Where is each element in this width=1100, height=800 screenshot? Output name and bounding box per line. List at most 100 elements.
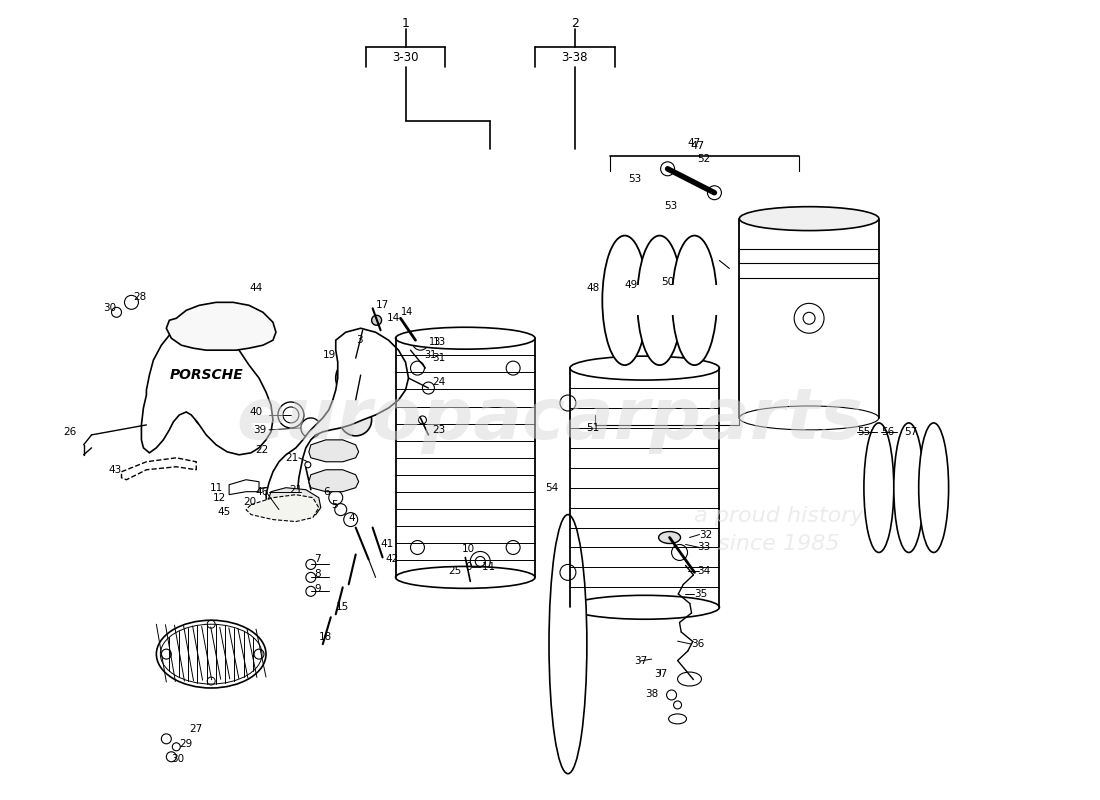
Text: 15: 15 [336,602,349,612]
Text: 3: 3 [355,335,362,346]
Text: 40: 40 [250,407,263,417]
Circle shape [343,513,358,526]
Ellipse shape [549,514,587,774]
Ellipse shape [603,235,647,365]
Text: 51: 51 [586,423,600,433]
Circle shape [306,572,316,582]
Ellipse shape [864,423,894,553]
Bar [660,286,688,315]
Circle shape [306,586,316,596]
Text: 18: 18 [319,632,332,642]
Text: 50: 50 [661,278,674,287]
Text: 25: 25 [449,566,462,577]
Text: 11: 11 [210,482,223,493]
Text: 53: 53 [664,201,678,210]
Polygon shape [309,440,359,462]
Text: 10: 10 [462,545,475,554]
Ellipse shape [678,672,702,686]
Circle shape [372,315,382,326]
Circle shape [471,551,491,571]
Text: 5: 5 [331,500,338,510]
Polygon shape [266,328,408,518]
Text: 21: 21 [289,485,302,494]
Circle shape [661,162,674,176]
Text: 28: 28 [133,292,146,302]
Text: 0—11: 0—11 [465,562,495,573]
Text: 44: 44 [250,283,263,294]
Text: a proud history
since 1985: a proud history since 1985 [694,506,864,554]
Text: 48: 48 [586,283,600,294]
Text: 57: 57 [904,427,917,437]
Circle shape [283,407,299,423]
Text: 54: 54 [544,482,559,493]
Text: europacarparts: europacarparts [236,386,864,454]
Text: 55: 55 [857,427,870,437]
Text: 39: 39 [253,425,266,435]
Ellipse shape [570,595,719,619]
Text: 43: 43 [108,465,121,474]
Text: 52: 52 [697,154,711,164]
Text: 14: 14 [402,307,414,318]
Circle shape [803,312,815,324]
Text: 4: 4 [349,513,355,522]
Text: 47: 47 [691,141,705,151]
Text: 1: 1 [402,17,409,30]
Circle shape [329,490,343,505]
Text: 47: 47 [688,138,701,148]
Text: 2: 2 [571,17,579,30]
Circle shape [475,557,485,566]
Circle shape [195,403,218,427]
Text: 23: 23 [432,425,446,435]
Ellipse shape [396,566,535,588]
Text: 36: 36 [692,639,705,649]
Text: 14: 14 [387,314,400,323]
Circle shape [340,404,372,436]
Text: 37: 37 [654,669,668,679]
Text: 24: 24 [432,377,446,387]
Text: 17: 17 [375,300,389,310]
Text: 26: 26 [64,427,77,437]
Text: 27: 27 [189,724,202,734]
Text: 19: 19 [322,350,335,360]
Text: 38: 38 [645,689,658,699]
Circle shape [336,358,375,398]
Text: 29: 29 [179,739,192,749]
Circle shape [278,402,304,428]
Bar [694,286,723,315]
Circle shape [334,504,346,515]
Text: 42: 42 [386,554,399,565]
Ellipse shape [918,423,948,553]
Ellipse shape [894,423,924,553]
Bar [625,286,652,315]
Text: 37: 37 [635,656,648,666]
Text: 46: 46 [255,486,270,497]
Text: 33: 33 [697,542,711,553]
Polygon shape [229,480,258,494]
Polygon shape [266,488,321,518]
Polygon shape [121,458,196,480]
Ellipse shape [672,235,717,365]
Text: 22: 22 [255,445,270,455]
Text: 49: 49 [625,280,638,290]
Text: 9: 9 [315,584,321,594]
Text: 13: 13 [429,338,441,347]
Text: 45: 45 [218,506,231,517]
Circle shape [672,545,688,561]
Text: 31: 31 [432,353,446,363]
Text: 3-38: 3-38 [562,50,588,64]
Text: 30: 30 [172,754,185,764]
Ellipse shape [739,206,879,230]
Circle shape [422,382,435,394]
Text: 32: 32 [700,530,713,539]
Text: 8: 8 [315,570,321,579]
Text: 41: 41 [381,539,394,550]
Ellipse shape [156,620,266,688]
Polygon shape [166,302,276,350]
Text: 3-30: 3-30 [393,50,419,64]
Text: 56: 56 [881,427,894,437]
Text: 12: 12 [213,493,227,502]
Text: 53: 53 [628,174,641,184]
Text: 20: 20 [243,497,256,506]
Circle shape [306,559,316,570]
Ellipse shape [659,531,681,543]
